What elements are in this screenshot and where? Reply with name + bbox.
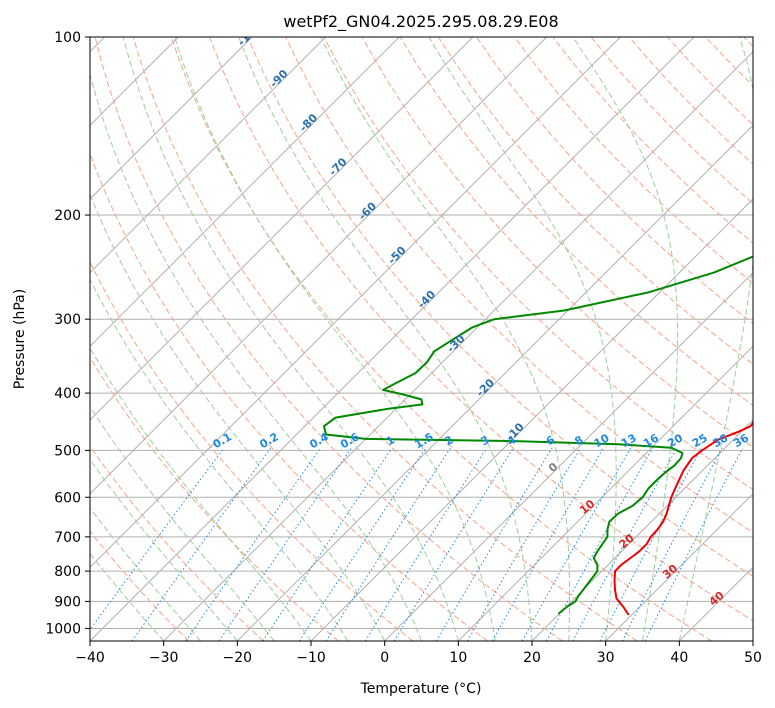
y-tick-label: 900 [54, 594, 81, 610]
mixing-ratio-line [262, 447, 393, 641]
grid-layer [90, 37, 753, 641]
moist-adiabat [90, 347, 312, 641]
dry-adiabat [90, 356, 339, 641]
moist-adiabat [174, 37, 496, 641]
mixing-ratio-line [90, 447, 225, 631]
y-tick-label: 100 [54, 30, 81, 46]
dry-adiabat [514, 37, 753, 284]
axis-layer: −40 −30 −20 −10 0 10 20 30 40 50 100 200 300 400 500 60… [45, 30, 762, 666]
isotherm-line [605, 492, 753, 641]
moist-adiabat [428, 37, 617, 641]
isotherm-line [90, 37, 253, 200]
x-tick-label: −10 [296, 650, 326, 666]
x-tick-label: 20 [523, 650, 541, 666]
dry-adiabat [209, 37, 753, 622]
y-tick-label: 1000 [45, 621, 81, 637]
mixing-ratio-line [467, 447, 582, 641]
dry-adiabat [437, 37, 753, 365]
isotherm-line [90, 37, 400, 348]
moist-adiabat [90, 507, 201, 641]
plot-frame [89, 36, 754, 642]
mixing-ratio-line [131, 447, 272, 641]
y-tick-label: 700 [54, 530, 81, 546]
moist-adiabat [238, 37, 533, 641]
y-tick-label: 600 [54, 490, 81, 506]
moist-adiabat [320, 37, 570, 641]
isotherm-line [384, 271, 753, 641]
y-tick-label: 400 [54, 386, 81, 402]
mixing-ratio-line [572, 447, 678, 641]
x-tick-label: −40 [75, 650, 105, 666]
dry-adiabat [94, 37, 563, 641]
x-tick-label: 50 [744, 650, 762, 666]
temperature-profile [613, 421, 753, 616]
mixing-ratio-line [364, 447, 488, 641]
x-tick-label: 30 [597, 650, 615, 666]
dry-adiabat [90, 260, 414, 641]
mixing-ratio-line [298, 447, 427, 641]
dry-adiabat [247, 37, 753, 577]
isotherm-line [90, 37, 621, 569]
dry-adiabat [170, 37, 712, 641]
y-axis-label: Pressure (hPa) [12, 289, 28, 389]
moist-adiabat [678, 37, 753, 641]
moist-adiabat [90, 278, 349, 641]
isotherm-line [90, 37, 327, 274]
x-tick-label: 40 [670, 650, 688, 666]
x-tick-label: 10 [449, 650, 467, 666]
y-tick-label: 800 [54, 564, 81, 580]
mixing-ratio-line [621, 447, 723, 641]
isotherm-line [90, 37, 548, 495]
isotherm-line [457, 345, 753, 641]
isotherm-label: -100 [235, 20, 264, 49]
x-tick-label: −20 [223, 650, 253, 666]
moist-adiabat [90, 553, 165, 641]
adiabat-layer [90, 37, 753, 641]
isotherm-line [236, 124, 753, 641]
mixing-ratio-line [393, 447, 514, 641]
moist-adiabat [90, 72, 422, 641]
moist-adiabat [90, 458, 238, 641]
dry-adiabat [90, 530, 190, 641]
x-tick-label: −30 [149, 650, 179, 666]
chart-title: wetPf2_GN04.2025.295.08.29.E08 [283, 12, 558, 32]
mixing-ratio-line [325, 447, 452, 641]
mixing-ratio-line [599, 447, 703, 641]
dry-adiabat [90, 445, 264, 641]
dry-adiabat [399, 37, 753, 407]
moist-adiabat [90, 405, 275, 641]
x-axis-label: Temperature (°C) [360, 681, 482, 697]
isotherm-line [531, 419, 753, 641]
dry-adiabat [90, 152, 488, 641]
y-tick-label: 500 [54, 443, 81, 459]
dewpoint-profile [323, 255, 753, 615]
moist-adiabat [572, 37, 679, 641]
mixing-ratio-line [185, 447, 322, 641]
isotherm-line [163, 50, 753, 641]
series-layer [323, 255, 753, 616]
mixing-ratio-line [218, 447, 353, 641]
y-tick-label: 200 [54, 208, 81, 224]
x-tick-label: 0 [380, 650, 389, 666]
moist-adiabat [122, 37, 459, 641]
isotherm-line [90, 37, 474, 421]
y-tick-label: 300 [54, 312, 81, 328]
dry-adiabat [285, 37, 753, 534]
moist-adiabat [90, 192, 386, 641]
